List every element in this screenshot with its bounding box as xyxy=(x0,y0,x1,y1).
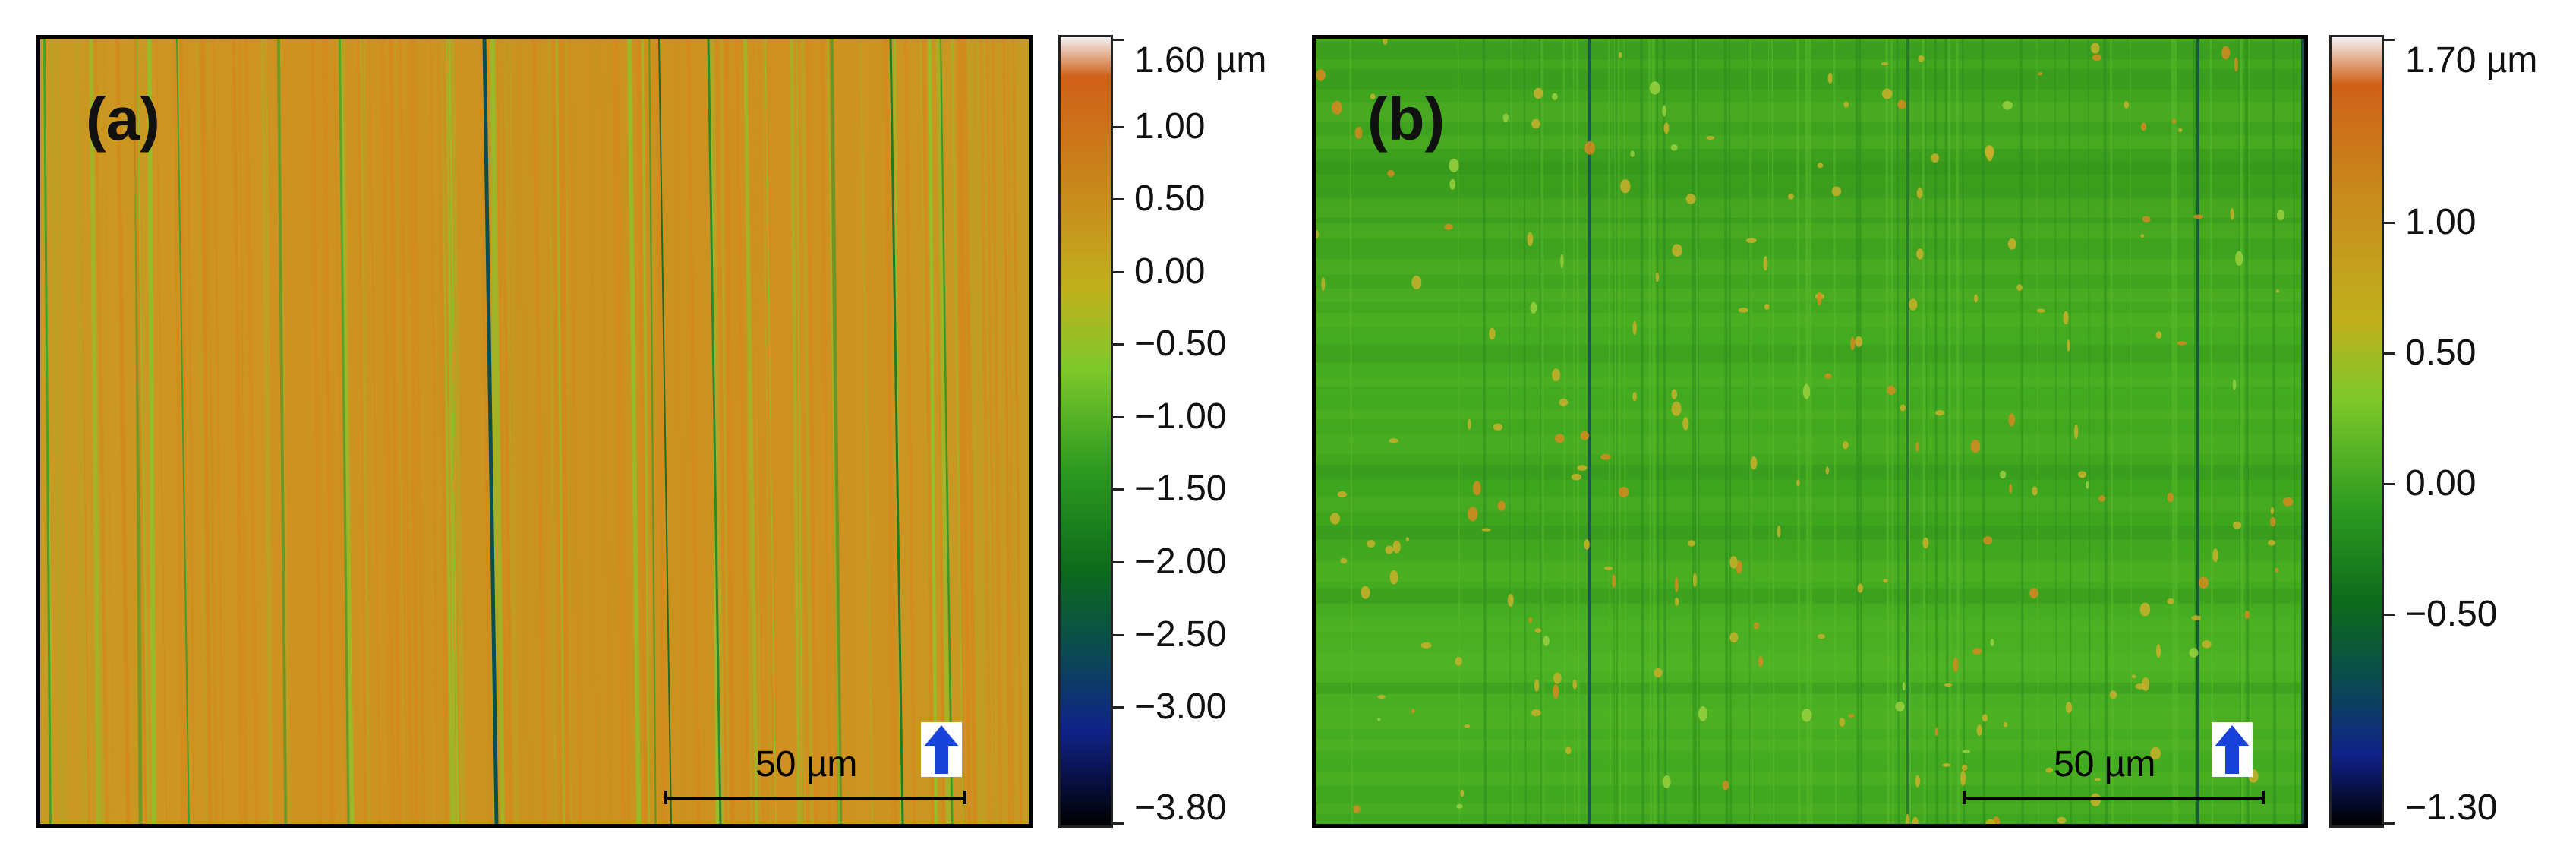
panel-b-tick-label: 0.50 xyxy=(2405,332,2477,373)
panel-b-height-map xyxy=(1316,39,2304,824)
panel-a-tick-label: −0.50 xyxy=(1134,324,1227,365)
panel-a-tick-label: −1.00 xyxy=(1134,396,1227,437)
panel-a-scale-text: 50 µm xyxy=(755,744,858,784)
panel-b-tick-label: −1.30 xyxy=(2405,788,2498,828)
panel-a-tick-mark xyxy=(1113,706,1124,709)
panel-b-tick-label: 1.00 xyxy=(2405,201,2477,242)
panel-a-tick-mark xyxy=(1113,343,1124,346)
panel-b-image: (b) 50 µm xyxy=(1312,35,2308,828)
panel-a-tick-label: −1.50 xyxy=(1134,469,1227,510)
panel-a-image: (a) 50 µm xyxy=(36,35,1033,828)
panel-a-tick-label: −2.00 xyxy=(1134,541,1227,582)
panel-a-tick-mark xyxy=(1113,822,1124,825)
panel-b-tick-mark xyxy=(2384,482,2395,485)
panel-a-tick-mark xyxy=(1113,198,1124,201)
panel-a-tick-mark xyxy=(1113,125,1124,128)
panel-a-tick-label: −3.00 xyxy=(1134,687,1227,728)
panel-b-tick-label: 0.00 xyxy=(2405,462,2477,503)
panel-b-tick-label: −0.50 xyxy=(2405,593,2498,634)
panel-a-tick-label: 0.50 xyxy=(1134,178,1206,219)
panel-b-label: (b) xyxy=(1367,85,1446,153)
panel-a-tick-label: 0.00 xyxy=(1134,251,1206,292)
panel-b-colorbar xyxy=(2329,35,2384,828)
panel-a-tick-mark xyxy=(1113,633,1124,636)
panel-b-scale-text: 50 µm xyxy=(2054,744,2156,784)
panel-a-tick-label: −2.50 xyxy=(1134,614,1227,655)
panel-a-tick-mark xyxy=(1113,270,1124,273)
panel-b-tick-label: 1.70 µm xyxy=(2405,40,2538,80)
panel-a-tick-mark xyxy=(1113,39,1124,41)
panel-b-scalebar: 50 µm xyxy=(1963,743,2266,804)
panel-a-tick-mark xyxy=(1113,561,1124,563)
panel-a-tick-label: 1.60 µm xyxy=(1134,40,1267,80)
panel-a-colorbar xyxy=(1058,35,1113,828)
panel-a-tick-mark xyxy=(1113,488,1124,491)
panel-a-tick-label: −3.80 xyxy=(1134,788,1227,828)
panel-b-tick-mark xyxy=(2384,352,2395,355)
panel-b-tick-mark xyxy=(2384,39,2395,41)
panel-b-tick-mark xyxy=(2384,613,2395,616)
up-arrow-icon xyxy=(2212,722,2253,777)
panel-a-label: (a) xyxy=(86,85,160,153)
panel-a-scalebar: 50 µm xyxy=(664,743,968,804)
panel-a-tick-label: 1.00 xyxy=(1134,106,1206,147)
up-arrow-icon xyxy=(921,722,962,777)
panel-b-tick-mark xyxy=(2384,221,2395,224)
panel-a-height-map xyxy=(40,39,1029,824)
panel-a-tick-mark xyxy=(1113,415,1124,418)
panel-b-tick-mark xyxy=(2384,822,2395,825)
